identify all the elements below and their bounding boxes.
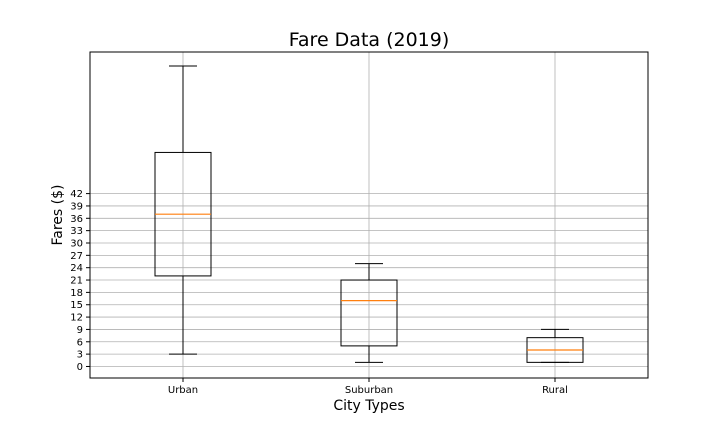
y-tick-label: 15 xyxy=(70,300,83,311)
y-tick-label: 3 xyxy=(77,350,83,361)
box-rural xyxy=(526,328,584,363)
y-axis-label: Fares ($) xyxy=(50,185,66,246)
y-tick-label: 0 xyxy=(77,362,83,373)
iqr-box xyxy=(340,279,398,347)
x-axis-ticks: Urban Suburban Rural xyxy=(168,378,568,396)
y-tick-label: 6 xyxy=(77,337,83,348)
box-urban xyxy=(154,65,212,355)
boxes-layer xyxy=(154,65,584,363)
y-tick-label: 9 xyxy=(77,325,83,336)
chart-title: Fare Data (2019) xyxy=(289,29,450,51)
y-tick-label: 24 xyxy=(70,263,83,274)
y-tick-label: 36 xyxy=(70,214,83,225)
y-tick-label: 18 xyxy=(70,288,83,299)
y-tick-label: 12 xyxy=(70,313,83,324)
y-tick-label: 30 xyxy=(70,238,83,249)
box-suburban xyxy=(340,263,398,363)
x-tick-label: Urban xyxy=(168,385,198,396)
y-tick-label: 39 xyxy=(70,201,83,212)
x-tick-label: Suburban xyxy=(345,385,393,396)
y-tick-label: 33 xyxy=(70,226,83,237)
y-tick-label: 27 xyxy=(70,251,83,262)
y-tick-label: 42 xyxy=(70,189,83,200)
x-tick-label: Rural xyxy=(542,385,568,396)
x-axis-label: City Types xyxy=(333,398,404,414)
y-tick-label: 21 xyxy=(70,276,83,287)
